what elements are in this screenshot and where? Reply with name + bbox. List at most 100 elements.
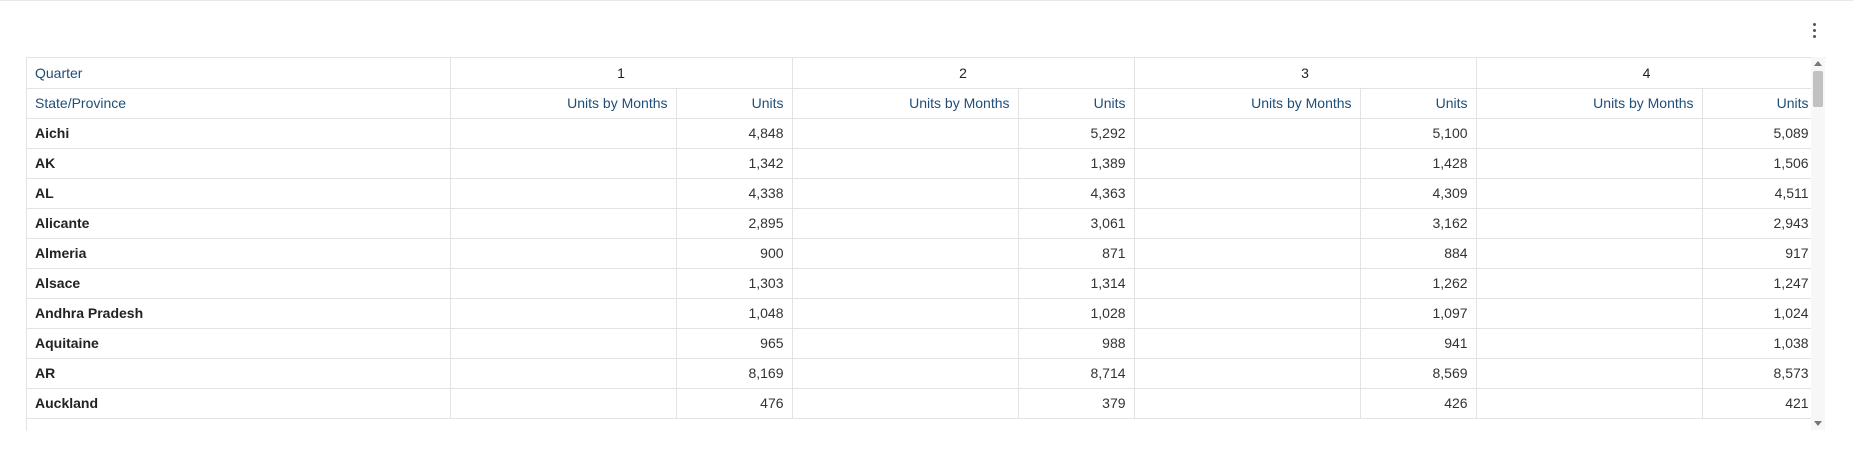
units-cell: 5,292 (1018, 118, 1135, 149)
units-by-months-cell (1134, 358, 1361, 389)
units-cell: 917 (1702, 238, 1818, 269)
units-by-months-cell (450, 328, 677, 359)
units-cell: 426 (1360, 388, 1477, 419)
row-label[interactable]: Almeria (27, 238, 451, 269)
units-by-months-header[interactable]: Units by Months (792, 88, 1019, 119)
units-by-months-header[interactable]: Units by Months (450, 88, 677, 119)
units-by-months-cell (1476, 358, 1703, 389)
units-by-months-cell (792, 268, 1019, 299)
units-by-months-cell (450, 208, 677, 239)
units-by-months-cell (1476, 328, 1703, 359)
quarter-header[interactable]: 3 (1134, 58, 1477, 89)
row-label[interactable]: AR (27, 358, 451, 389)
units-by-months-cell (1134, 118, 1361, 149)
units-cell: 4,338 (676, 178, 793, 209)
units-by-months-cell (792, 208, 1019, 239)
units-cell: 4,848 (676, 118, 793, 149)
units-header[interactable]: Units (1360, 88, 1477, 119)
units-by-months-cell (1476, 388, 1703, 419)
units-cell: 421 (1702, 388, 1818, 419)
units-cell: 1,389 (1018, 148, 1135, 179)
units-cell: 5,100 (1360, 118, 1477, 149)
units-cell: 8,569 (1360, 358, 1477, 389)
units-by-months-cell (792, 388, 1019, 419)
units-header[interactable]: Units (1018, 88, 1135, 119)
scroll-up-icon[interactable] (1814, 61, 1822, 66)
state-province-header[interactable]: State/Province (27, 88, 451, 119)
units-cell: 379 (1018, 388, 1135, 419)
units-cell: 1,247 (1702, 268, 1818, 299)
table-row: AR 8,169 8,714 8,569 8,573 (27, 358, 1818, 389)
row-label[interactable]: Alicante (27, 208, 451, 239)
table-row: Andhra Pradesh 1,048 1,028 1,097 1,024 (27, 298, 1818, 329)
units-cell: 8,714 (1018, 358, 1135, 389)
units-by-months-cell (450, 298, 677, 329)
table-row: Aquitaine 965 988 941 1,038 (27, 328, 1818, 359)
units-by-months-cell (450, 388, 677, 419)
row-label[interactable]: Aichi (27, 118, 451, 149)
units-by-months-cell (1134, 238, 1361, 269)
units-cell: 1,048 (676, 298, 793, 329)
units-by-months-cell (792, 238, 1019, 269)
units-by-months-cell (1134, 298, 1361, 329)
row-label[interactable]: AK (27, 148, 451, 179)
units-header[interactable]: Units (1702, 88, 1818, 119)
units-by-months-cell (792, 148, 1019, 179)
quarter-header[interactable]: 1 (450, 58, 793, 89)
units-cell: 2,943 (1702, 208, 1818, 239)
table-row: Aichi 4,848 5,292 5,100 5,089 (27, 118, 1818, 149)
units-by-months-cell (792, 358, 1019, 389)
units-cell: 3,061 (1018, 208, 1135, 239)
row-label[interactable]: Alsace (27, 268, 451, 299)
units-by-months-cell (1476, 118, 1703, 149)
row-label[interactable]: AL (27, 178, 451, 209)
row-label[interactable]: Auckland (27, 388, 451, 419)
units-by-months-cell (1134, 208, 1361, 239)
units-cell: 4,363 (1018, 178, 1135, 209)
units-by-months-cell (792, 328, 1019, 359)
units-by-months-cell (450, 118, 677, 149)
units-by-months-cell (450, 148, 677, 179)
units-header[interactable]: Units (676, 88, 793, 119)
units-by-months-cell (450, 268, 677, 299)
units-by-months-header[interactable]: Units by Months (1134, 88, 1361, 119)
units-cell: 1,314 (1018, 268, 1135, 299)
row-label[interactable]: Aquitaine (27, 328, 451, 359)
units-by-months-cell (450, 178, 677, 209)
units-cell: 4,511 (1702, 178, 1818, 209)
units-cell: 988 (1018, 328, 1135, 359)
units-cell: 5,089 (1702, 118, 1818, 149)
units-by-months-cell (792, 118, 1019, 149)
table-row: Alicante 2,895 3,061 3,162 2,943 (27, 208, 1818, 239)
units-by-months-cell (1134, 268, 1361, 299)
more-options-icon[interactable] (1806, 20, 1822, 40)
units-by-months-cell (1476, 178, 1703, 209)
units-by-months-header[interactable]: Units by Months (1476, 88, 1703, 119)
units-by-months-cell (1134, 328, 1361, 359)
units-by-months-cell (1134, 148, 1361, 179)
units-by-months-cell (450, 358, 677, 389)
menu-dot (1812, 22, 1816, 26)
units-cell: 3,162 (1360, 208, 1477, 239)
units-cell: 1,028 (1018, 298, 1135, 329)
units-cell: 4,309 (1360, 178, 1477, 209)
table-row: Auckland 476 379 426 421 (27, 388, 1818, 419)
units-by-months-cell (1134, 388, 1361, 419)
units-cell: 1,024 (1702, 298, 1818, 329)
units-cell: 476 (676, 388, 793, 419)
quarter-header-label[interactable]: Quarter (27, 58, 451, 89)
units-by-months-cell (1476, 298, 1703, 329)
units-by-months-cell (1476, 238, 1703, 269)
units-cell: 2,895 (676, 208, 793, 239)
pivot-grid: Quarter 1 2 3 4 State/Province Units by … (26, 57, 1826, 431)
scrollbar-thumb[interactable] (1813, 71, 1823, 107)
table-row: Almeria 900 871 884 917 (27, 238, 1818, 269)
units-by-months-cell (1134, 178, 1361, 209)
vertical-scrollbar[interactable] (1811, 57, 1825, 430)
units-cell: 1,303 (676, 268, 793, 299)
quarter-header[interactable]: 4 (1476, 58, 1818, 89)
row-label[interactable]: Andhra Pradesh (27, 298, 451, 329)
scroll-down-icon[interactable] (1814, 421, 1822, 426)
quarter-header[interactable]: 2 (792, 58, 1135, 89)
